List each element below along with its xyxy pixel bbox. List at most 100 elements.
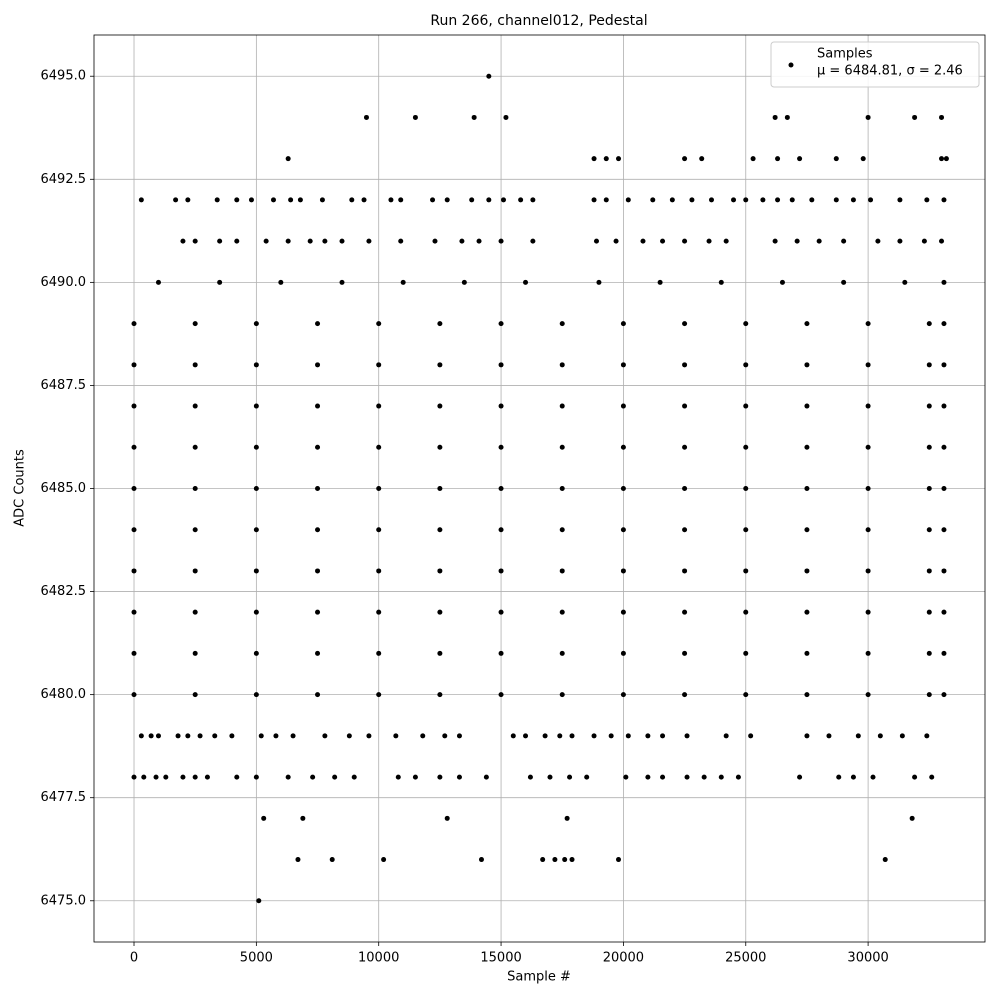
point	[530, 197, 536, 203]
point	[682, 362, 688, 368]
point	[682, 568, 688, 574]
point	[322, 733, 328, 739]
point	[388, 197, 394, 203]
point	[307, 238, 313, 244]
point	[131, 774, 137, 780]
point	[498, 486, 504, 491]
point	[285, 774, 291, 780]
point	[926, 321, 932, 327]
point	[569, 733, 575, 739]
point	[682, 321, 688, 327]
point	[743, 609, 749, 615]
point	[498, 609, 504, 615]
point	[270, 197, 276, 203]
point	[562, 857, 568, 863]
point	[376, 362, 382, 368]
point	[941, 692, 947, 698]
point	[192, 238, 198, 244]
point	[349, 197, 355, 203]
point	[192, 774, 198, 780]
point	[836, 774, 842, 780]
point	[804, 486, 810, 491]
point	[412, 114, 418, 120]
point	[471, 114, 477, 120]
point	[310, 774, 316, 780]
point	[290, 733, 296, 739]
point	[315, 692, 321, 698]
legend-marker	[788, 62, 794, 68]
point	[926, 444, 932, 450]
point	[437, 774, 443, 780]
point	[398, 197, 404, 203]
point	[361, 197, 367, 203]
point	[743, 527, 749, 533]
point	[559, 444, 565, 450]
point	[569, 857, 575, 863]
point	[682, 650, 688, 656]
point	[315, 650, 321, 656]
point	[148, 733, 154, 739]
point	[760, 197, 766, 203]
legend-stats: μ = 6484.81, σ = 2.46	[817, 64, 963, 79]
point	[775, 156, 781, 162]
point	[591, 733, 597, 739]
point	[625, 733, 631, 739]
point	[772, 238, 778, 244]
point	[902, 279, 908, 285]
point	[882, 857, 888, 863]
point	[684, 774, 690, 780]
point	[197, 733, 203, 739]
point	[180, 774, 186, 780]
point	[689, 197, 695, 203]
point	[217, 279, 223, 285]
point	[794, 238, 800, 244]
point	[315, 527, 321, 533]
point	[295, 857, 301, 863]
point	[319, 197, 325, 203]
point	[660, 733, 666, 739]
point	[657, 279, 663, 285]
point	[234, 774, 240, 780]
point	[253, 568, 259, 574]
point	[743, 197, 749, 203]
point	[437, 362, 443, 368]
point	[596, 279, 602, 285]
point	[804, 444, 810, 450]
point	[469, 197, 475, 203]
point	[192, 486, 198, 491]
point	[155, 733, 161, 739]
chart-title: Run 266, channel012, Pedestal	[430, 13, 647, 29]
point	[804, 527, 810, 533]
point	[865, 527, 871, 533]
point	[173, 197, 179, 203]
point	[253, 774, 259, 780]
point	[809, 197, 815, 203]
point	[855, 733, 861, 739]
point	[366, 238, 372, 244]
point	[381, 857, 387, 863]
point	[833, 197, 839, 203]
point	[924, 733, 930, 739]
point	[420, 733, 426, 739]
point	[699, 156, 705, 162]
point	[315, 486, 321, 491]
point	[540, 857, 546, 863]
point	[437, 568, 443, 574]
point	[285, 238, 291, 244]
point	[131, 321, 137, 327]
point	[804, 362, 810, 368]
y-axis-label: ADC Counts	[13, 449, 28, 527]
point	[523, 733, 529, 739]
point	[552, 857, 558, 863]
point	[941, 527, 947, 533]
point	[684, 733, 690, 739]
point	[559, 486, 565, 491]
point	[138, 197, 144, 203]
point	[850, 774, 856, 780]
point	[366, 733, 372, 739]
point	[804, 321, 810, 327]
point	[498, 238, 504, 244]
point	[682, 238, 688, 244]
point	[253, 362, 259, 368]
